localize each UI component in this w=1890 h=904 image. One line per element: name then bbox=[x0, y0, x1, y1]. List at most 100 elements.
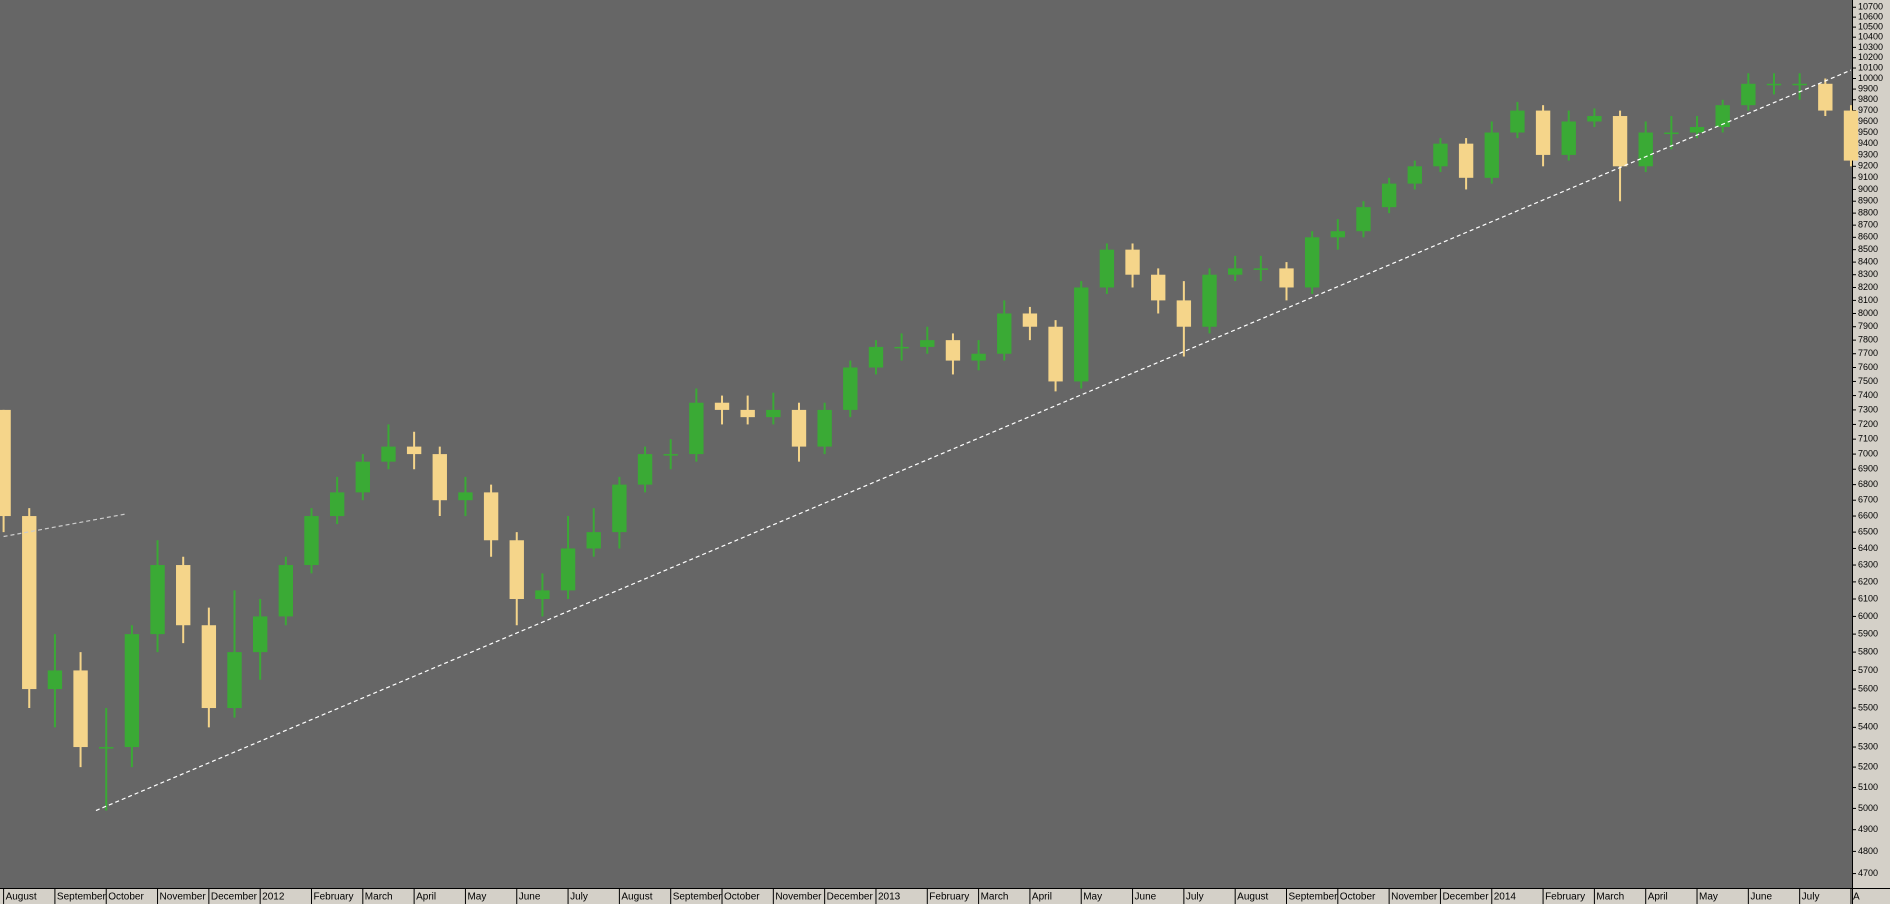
candle-body bbox=[1330, 231, 1345, 238]
y-tick-label: 8600 bbox=[1858, 232, 1878, 242]
y-tick-label: 10600 bbox=[1858, 12, 1883, 22]
x-tick-label: July bbox=[1186, 892, 1204, 903]
candle-body bbox=[1356, 207, 1371, 232]
y-tick-label: 6100 bbox=[1858, 593, 1878, 603]
candle-body bbox=[1587, 116, 1602, 122]
candle-body bbox=[843, 367, 858, 410]
x-tick-label: November bbox=[775, 892, 822, 903]
y-tick-label: 6500 bbox=[1858, 527, 1878, 537]
y-tick-label: 5800 bbox=[1858, 646, 1878, 656]
x-tick-label: July bbox=[1802, 892, 1820, 903]
y-tick-label: 10300 bbox=[1858, 42, 1883, 52]
candle-body bbox=[124, 634, 140, 748]
y-tick-label: 8200 bbox=[1858, 282, 1878, 292]
y-tick-label: 8000 bbox=[1858, 308, 1878, 318]
y-tick-label: 8100 bbox=[1858, 295, 1878, 305]
y-tick-label: 10400 bbox=[1858, 32, 1883, 42]
y-tick-label: 8400 bbox=[1858, 256, 1878, 266]
y-tick-label: 10700 bbox=[1858, 2, 1883, 12]
candle-body bbox=[1689, 126, 1705, 133]
y-tick-label: 6200 bbox=[1858, 576, 1878, 586]
candle-body bbox=[560, 548, 576, 591]
y-tick-label: 10500 bbox=[1858, 22, 1883, 32]
candle-body bbox=[355, 461, 370, 493]
y-tick-label: 7700 bbox=[1858, 348, 1878, 358]
y-tick-label: 9700 bbox=[1858, 105, 1878, 115]
candle-body bbox=[73, 670, 88, 748]
x-tick-label: April bbox=[1648, 892, 1668, 903]
candle-body bbox=[458, 492, 473, 501]
y-tick-label: 5100 bbox=[1858, 782, 1878, 792]
x-tick-label: 2013 bbox=[878, 892, 901, 903]
candle-body bbox=[637, 454, 653, 485]
x-tick-label: April bbox=[1032, 892, 1052, 903]
candle-body bbox=[1381, 183, 1397, 208]
candle-body bbox=[252, 616, 268, 653]
y-tick-label: 8700 bbox=[1858, 220, 1878, 230]
x-tick-label: December bbox=[211, 892, 258, 903]
candle-body bbox=[586, 532, 601, 549]
y-tick-label: 7300 bbox=[1858, 404, 1878, 414]
x-tick-label: March bbox=[1596, 892, 1624, 903]
y-tick-label: 5700 bbox=[1858, 665, 1878, 675]
candle-body bbox=[176, 565, 191, 626]
trend-line bbox=[95, 69, 1852, 812]
candle-body bbox=[381, 446, 396, 462]
x-tick-label: November bbox=[160, 892, 207, 903]
candle-body bbox=[329, 492, 345, 517]
candle-body bbox=[1484, 132, 1499, 178]
candle-body bbox=[1151, 274, 1166, 301]
y-tick-label: 9500 bbox=[1858, 127, 1878, 137]
candle-body bbox=[150, 565, 165, 635]
candle-body bbox=[1099, 249, 1115, 288]
candle-body bbox=[278, 565, 294, 617]
x-tick-label: April bbox=[416, 892, 436, 903]
x-tick-label: September bbox=[1288, 892, 1338, 903]
y-tick-label: 6300 bbox=[1858, 559, 1878, 569]
candle-body bbox=[945, 340, 961, 361]
candle-body bbox=[1638, 132, 1653, 167]
candle-body bbox=[509, 540, 524, 600]
x-tick-label: February bbox=[313, 892, 353, 903]
x-tick-label: December bbox=[1442, 892, 1489, 903]
y-tick-label: 5000 bbox=[1858, 803, 1878, 813]
candle-body bbox=[1022, 313, 1038, 327]
candle-body bbox=[791, 409, 807, 447]
candle-body bbox=[1279, 268, 1294, 288]
y-tick-label: 7200 bbox=[1858, 419, 1878, 429]
x-tick-label: August bbox=[1237, 892, 1268, 903]
candle-body bbox=[1304, 237, 1320, 288]
x-tick-label: August bbox=[621, 892, 652, 903]
candle-body bbox=[1818, 83, 1833, 111]
y-axis-strip bbox=[1852, 0, 1890, 904]
y-tick-label: 8300 bbox=[1858, 269, 1878, 279]
x-tick-label: May bbox=[1699, 892, 1718, 903]
candle-body bbox=[740, 409, 755, 418]
candle-body bbox=[714, 402, 730, 410]
x-tick-label: 2014 bbox=[1494, 892, 1517, 903]
candle-body bbox=[0, 409, 11, 517]
x-tick-label: December bbox=[827, 892, 874, 903]
candle-body bbox=[1535, 110, 1551, 155]
candle-body bbox=[1048, 326, 1063, 382]
candle-body bbox=[997, 313, 1012, 354]
y-tick-label: 5400 bbox=[1858, 722, 1878, 732]
candle-body bbox=[1792, 83, 1807, 86]
candle-body bbox=[1202, 274, 1217, 327]
candle-body bbox=[406, 446, 422, 455]
candle-body bbox=[432, 454, 447, 501]
candle-body bbox=[47, 670, 63, 690]
y-tick-label: 5300 bbox=[1858, 741, 1878, 751]
x-tick-label: June bbox=[519, 892, 541, 903]
candle-body bbox=[1843, 110, 1859, 161]
candle-body bbox=[483, 492, 499, 541]
candle-body bbox=[1664, 132, 1679, 135]
y-tick-label: 4900 bbox=[1858, 824, 1878, 834]
candle-body bbox=[1433, 143, 1448, 167]
x-tick-label: October bbox=[724, 892, 760, 903]
y-tick-label: 6600 bbox=[1858, 510, 1878, 520]
x-tick-label: June bbox=[1750, 892, 1772, 903]
x-axis-strip bbox=[0, 888, 1890, 904]
y-tick-label: 5500 bbox=[1858, 702, 1878, 712]
